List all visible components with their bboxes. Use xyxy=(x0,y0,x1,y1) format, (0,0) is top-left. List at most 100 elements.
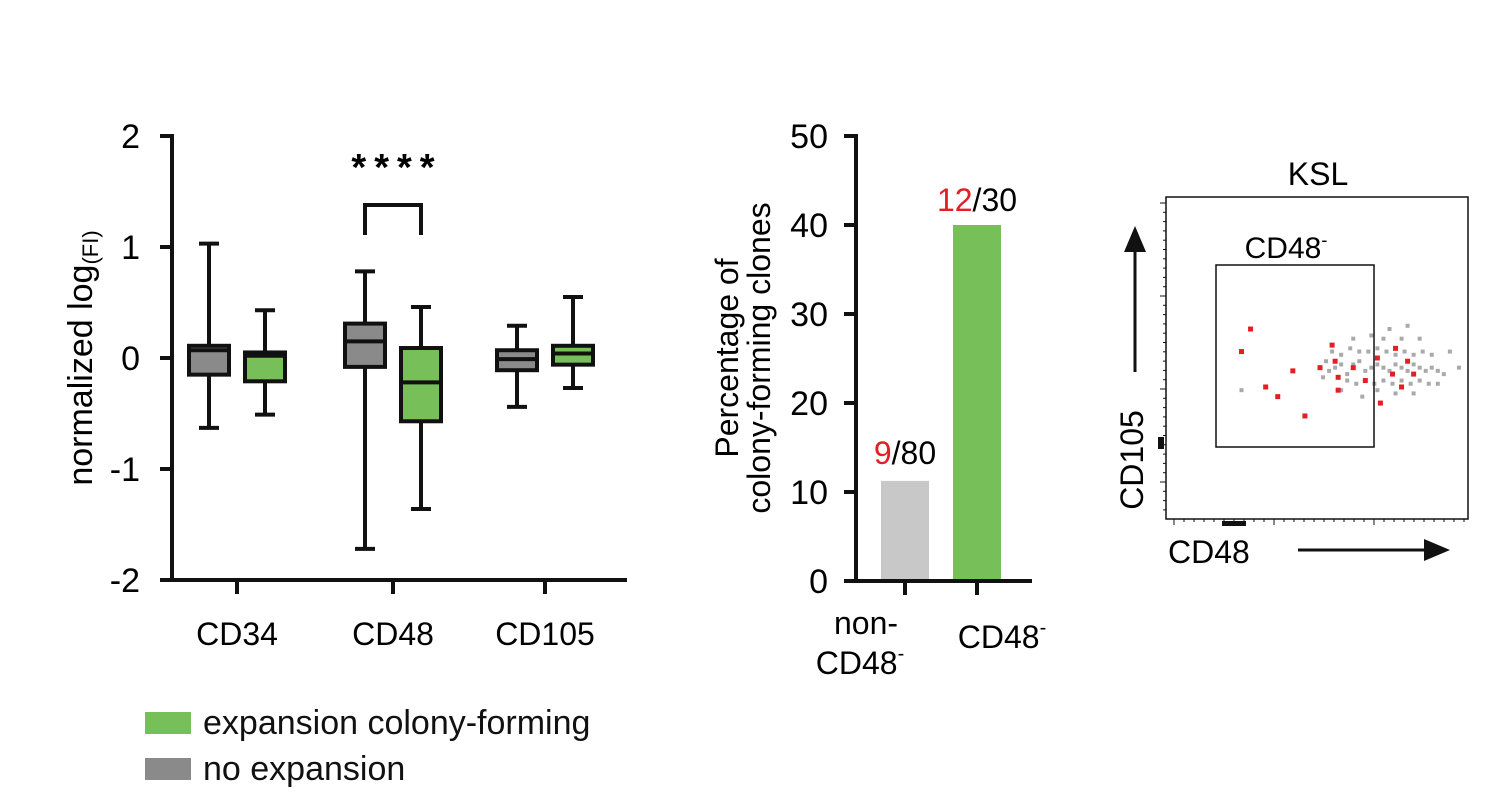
boxplot-y-axis-label: normalized log(FI) xyxy=(62,230,103,485)
flow-point-red xyxy=(1350,365,1356,371)
box-iqr xyxy=(343,321,387,369)
flow-point-gray xyxy=(1369,333,1374,338)
flow-point-gray xyxy=(1387,327,1392,332)
flow-point-gray xyxy=(1435,368,1440,373)
flow-plot-frame xyxy=(1165,196,1469,520)
flow-point-gray xyxy=(1324,359,1329,364)
flow-point-gray xyxy=(1423,368,1428,373)
flow-point-red xyxy=(1275,394,1281,400)
y-axis-arrow xyxy=(1124,226,1146,372)
flow-point-gray xyxy=(1363,368,1368,373)
flow-point-gray xyxy=(1429,352,1434,357)
bar-cd48 xyxy=(953,225,1001,581)
flow-point-gray xyxy=(1411,352,1416,357)
box-no-expansion-cd34 xyxy=(187,241,231,430)
flow-point-gray xyxy=(1456,365,1461,370)
flow-point-gray xyxy=(1357,349,1362,354)
bar-category-label-noncd48-line1: non- xyxy=(834,605,898,641)
flow-point-red xyxy=(1335,387,1341,393)
flow-point-gray xyxy=(1429,365,1434,370)
bar-noncd48 xyxy=(881,480,929,581)
flow-panel: KSL CD48- CD105 CD48 xyxy=(1114,156,1469,570)
bar-category-label-noncd48-line2: CD48- xyxy=(816,643,904,681)
flow-point-red xyxy=(1302,413,1308,419)
boxplot-y-tick-label: 2 xyxy=(121,118,140,156)
bar-y-tick-label: 0 xyxy=(809,563,828,601)
flow-point-gray xyxy=(1411,391,1416,396)
flow-point-gray xyxy=(1408,381,1413,386)
flow-point-gray xyxy=(1411,362,1416,367)
flow-point-red xyxy=(1405,358,1411,364)
flow-x-axis-label: CD48 xyxy=(1168,534,1250,570)
box-expansion-colony-forming-cd48 xyxy=(399,304,443,511)
flow-point-gray xyxy=(1399,378,1404,383)
flow-point-gray xyxy=(1426,381,1431,386)
flow-point-gray xyxy=(1399,336,1404,341)
bar-y-tick-label: 30 xyxy=(790,296,828,334)
boxplot-x-tick-label: CD48 xyxy=(352,616,434,652)
flow-point-red xyxy=(1332,358,1338,364)
flow-point-gray xyxy=(1366,349,1371,354)
box-expansion-colony-forming-cd34 xyxy=(243,308,287,417)
flow-point-gray xyxy=(1417,365,1422,370)
boxplot-x-tick-label: CD34 xyxy=(196,616,278,652)
flow-point-gray xyxy=(1339,362,1344,367)
flow-point-gray xyxy=(1417,336,1422,341)
bar-y-tick-label: 10 xyxy=(790,474,828,512)
box-iqr xyxy=(399,346,443,424)
flow-point-red xyxy=(1362,378,1368,384)
flow-point-gray xyxy=(1360,394,1365,399)
boxplot-y-tick-label: 0 xyxy=(121,340,140,378)
flow-point-gray xyxy=(1354,381,1359,386)
flow-point-gray xyxy=(1351,362,1356,367)
legend-label-no-expansion: no expansion xyxy=(203,749,406,788)
flow-point-gray xyxy=(1417,378,1422,383)
flow-point-red xyxy=(1390,371,1395,377)
bar-y-axis-label-line2: colony-forming clones xyxy=(741,202,777,513)
box-expansion-colony-forming-cd105 xyxy=(551,294,595,390)
significance-stars: **** xyxy=(351,147,442,189)
bar-y-tick-label: 50 xyxy=(790,118,828,156)
flow-point-red xyxy=(1399,384,1405,390)
flow-y-axis-event-pileup xyxy=(1158,437,1164,449)
legend-item-expansion: expansion colony-forming xyxy=(145,700,590,746)
cd48-negative-gate xyxy=(1215,264,1375,448)
flow-point-gray xyxy=(1441,372,1446,377)
flow-point-gray xyxy=(1435,381,1440,386)
flow-point-gray xyxy=(1387,368,1392,373)
bar-y-tick-label: 40 xyxy=(790,207,828,245)
legend-item-no-expansion: no expansion xyxy=(145,746,590,792)
boxplot-legend: expansion colony-forming no expansion xyxy=(145,700,590,792)
flow-point-red xyxy=(1290,368,1296,374)
flow-point-gray xyxy=(1330,349,1335,354)
flow-point-red xyxy=(1335,374,1341,380)
flow-y-axis-label: CD105 xyxy=(1114,410,1150,510)
flow-point-gray xyxy=(1375,362,1380,367)
flow-point-gray xyxy=(1327,368,1332,373)
boxplot-y-tick-label: -1 xyxy=(110,451,140,489)
flow-point-gray xyxy=(1402,349,1407,354)
flow-point-gray xyxy=(1348,346,1353,351)
flow-title: KSL xyxy=(1288,156,1348,192)
flow-point-gray xyxy=(1420,349,1425,354)
flow-point-gray xyxy=(1351,336,1356,341)
boxplot-panel: normalized log(FI) 2 1 0 -1 -2 CD34 CD48 CD105… xyxy=(62,118,627,652)
flow-point-gray xyxy=(1405,323,1410,328)
flow-point-gray xyxy=(1333,365,1338,370)
significance-bracket xyxy=(363,203,423,235)
gate-label: CD48- xyxy=(1245,230,1328,265)
flow-point-red xyxy=(1317,365,1323,371)
flow-point-gray xyxy=(1393,362,1398,367)
flow-point-gray xyxy=(1390,381,1395,386)
flow-point-gray xyxy=(1393,352,1398,357)
flow-x-axis-event-pileup xyxy=(1222,521,1246,526)
flow-point-red xyxy=(1248,326,1254,332)
flow-point-gray xyxy=(1384,349,1389,354)
flow-point-gray xyxy=(1375,388,1380,393)
flow-point-gray xyxy=(1357,359,1362,364)
flow-point-red xyxy=(1263,384,1269,390)
flow-point-gray xyxy=(1339,388,1344,393)
flow-point-gray xyxy=(1447,349,1452,354)
flow-point-gray xyxy=(1381,378,1386,383)
